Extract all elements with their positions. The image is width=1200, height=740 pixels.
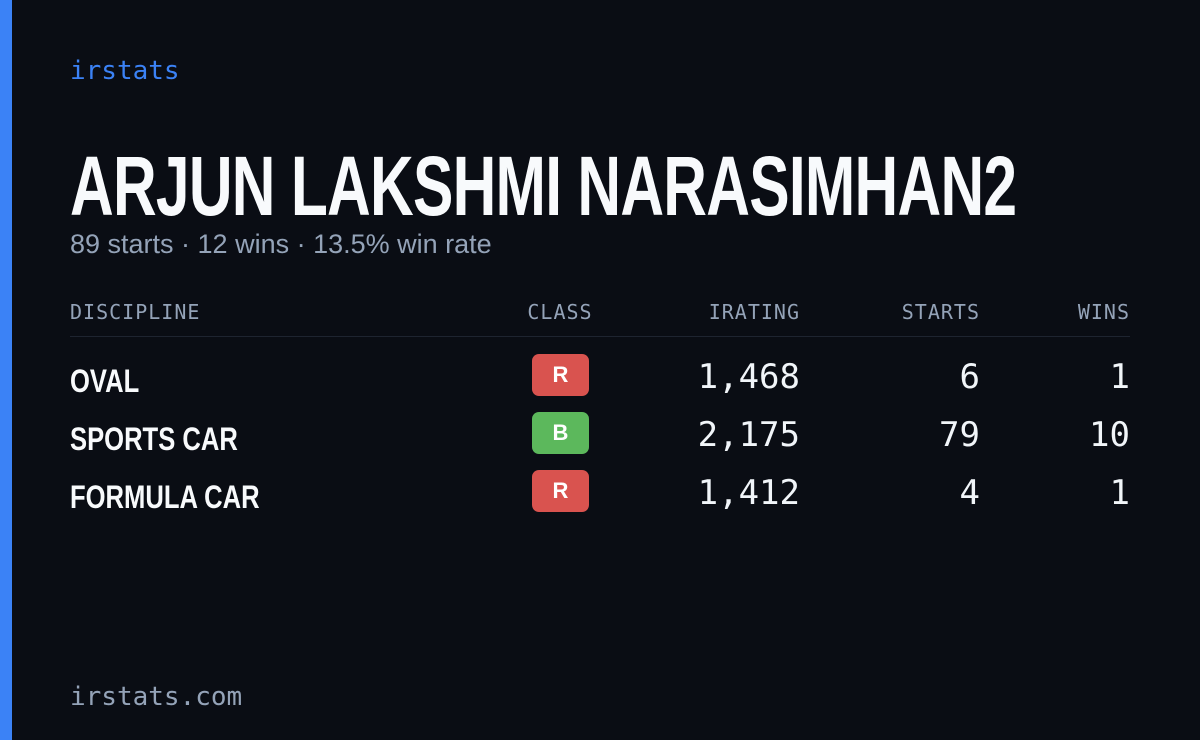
- header-rule: [70, 336, 1130, 337]
- discipline: OVAL: [70, 363, 140, 399]
- class-badge: R: [532, 354, 589, 396]
- summary: 89 starts · 12 wins · 13.5% win rate: [70, 229, 492, 259]
- column-header: IRATING: [708, 300, 800, 324]
- irating: 1,412: [697, 473, 800, 513]
- class-badge: R: [532, 470, 589, 512]
- column-header: CLASS: [527, 300, 593, 324]
- wins: 1: [1109, 473, 1130, 513]
- wins: 1: [1109, 357, 1130, 397]
- column-header: WINS: [1077, 300, 1130, 324]
- brand: irstats: [70, 56, 180, 86]
- discipline: SPORTS CAR: [70, 421, 238, 457]
- discipline: FORMULA CAR: [70, 479, 260, 515]
- starts: 4: [959, 473, 980, 513]
- footer: irstats.com: [70, 682, 243, 712]
- accent-bar: [0, 0, 12, 740]
- starts: 79: [939, 415, 980, 455]
- driver-name: ARJUN LAKSHMI NARASIMHAN2: [70, 139, 1017, 233]
- irating: 2,175: [697, 415, 800, 455]
- starts: 6: [959, 357, 980, 397]
- wins: 10: [1089, 415, 1130, 455]
- column-header: DISCIPLINE: [70, 300, 201, 324]
- column-header: STARTS: [901, 300, 980, 324]
- class-badge: B: [532, 412, 589, 454]
- irating: 1,468: [697, 357, 800, 397]
